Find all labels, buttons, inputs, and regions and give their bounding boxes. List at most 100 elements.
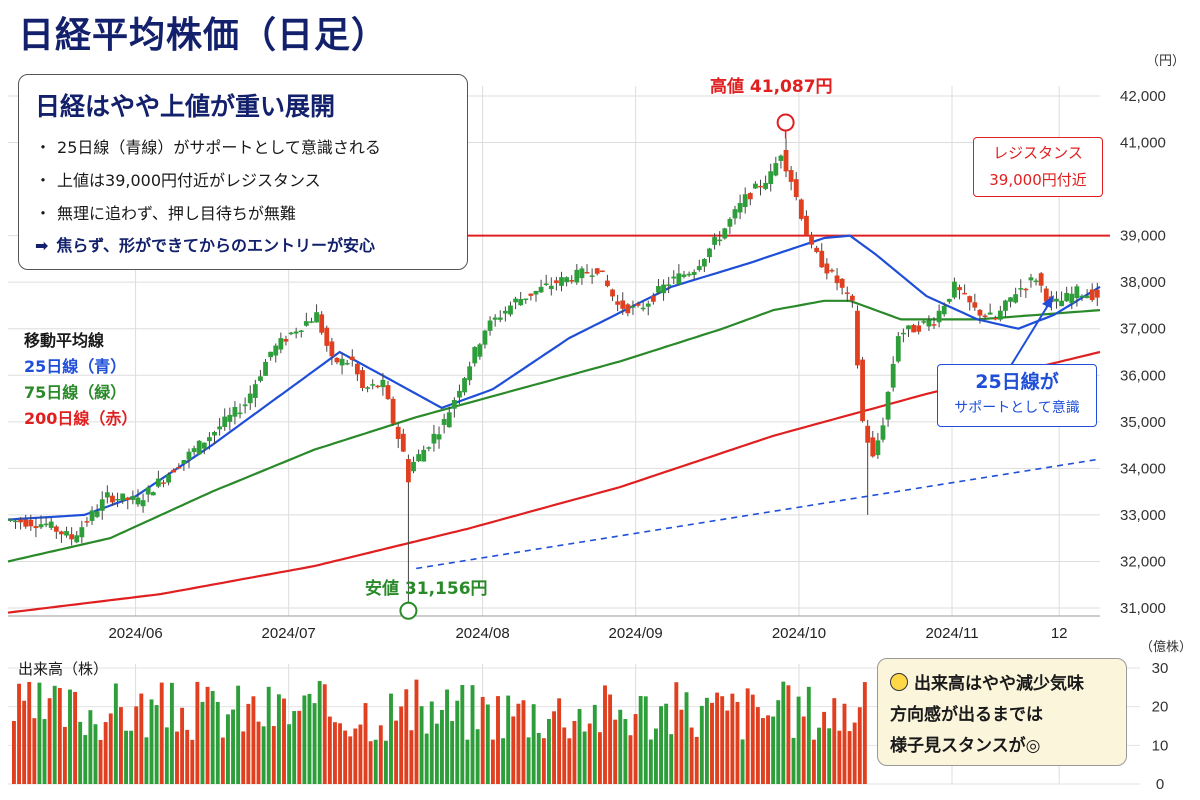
candle-up — [1028, 277, 1034, 281]
volume-bar-down — [333, 722, 337, 784]
candle-up — [201, 442, 207, 449]
candle-up — [885, 391, 891, 420]
volume-bar-up — [149, 699, 154, 784]
volume-bar-up — [592, 704, 597, 784]
volume-bar-down — [297, 710, 302, 784]
volume-bar-down — [338, 723, 342, 784]
candle-down — [1094, 289, 1100, 298]
candle-down — [819, 250, 825, 268]
volume-bar-down — [47, 698, 52, 784]
candle-up — [416, 454, 422, 462]
candle-up — [737, 203, 743, 213]
volume-bar-down — [139, 693, 144, 784]
x-tick-label: 2024/09 — [609, 625, 663, 642]
candle-up — [191, 448, 197, 452]
candle-up — [293, 331, 299, 334]
candle-down — [855, 310, 860, 366]
candle-up — [472, 347, 478, 364]
candle-up — [497, 317, 503, 320]
volume-bar-up — [501, 738, 506, 784]
volume-bar-up — [42, 719, 47, 784]
volume-bar-up — [445, 689, 449, 784]
volume-bar-down — [587, 723, 592, 784]
volume-bar-up — [577, 709, 582, 784]
candle-up — [732, 209, 738, 219]
candle-up — [742, 194, 748, 208]
x-tick-label: 2024/06 — [108, 625, 162, 642]
volume-bar-down — [628, 735, 633, 784]
volume-bar-down — [745, 688, 750, 784]
volume-bar-up — [373, 739, 378, 784]
volume-bar-down — [567, 738, 572, 784]
candle-up — [645, 303, 651, 307]
candle-down — [747, 193, 753, 200]
candle-up — [457, 390, 462, 398]
candle-up — [666, 284, 672, 287]
ma-legend-200: 200日線（赤） — [24, 409, 138, 428]
candle-down — [788, 170, 794, 182]
candle-up — [564, 277, 570, 283]
candle-up — [1013, 294, 1019, 303]
x-tick-label: 2024/10 — [772, 625, 826, 642]
candle-up — [717, 239, 723, 242]
candle-up — [365, 387, 370, 389]
candle-up — [895, 336, 901, 362]
candle-up — [1033, 280, 1039, 283]
volume-tick-label: 30 — [1152, 660, 1169, 677]
volume-bar-down — [12, 720, 16, 784]
volume-bar-down — [241, 731, 246, 784]
candle-down — [635, 303, 641, 306]
candle-down — [1043, 288, 1049, 302]
candle-down — [53, 526, 59, 532]
candle-up — [1084, 295, 1090, 299]
candle-down — [860, 359, 865, 422]
volume-bar-up — [226, 714, 230, 784]
volume-bar-up — [450, 721, 455, 784]
y-tick-label: 32,000 — [1120, 553, 1166, 570]
candle-down — [620, 300, 626, 309]
volume-bar-down — [399, 706, 404, 784]
volume-bar-down — [613, 719, 618, 784]
candle-down — [758, 185, 763, 188]
volume-bar-up — [266, 686, 271, 784]
candle-up — [952, 281, 957, 298]
candle-up — [1003, 300, 1008, 311]
volume-bar-down — [108, 713, 113, 784]
candle-up — [140, 500, 146, 507]
y-tick-label: 31,000 — [1120, 600, 1166, 617]
candle-down — [324, 327, 330, 346]
volume-bar-down — [343, 730, 348, 784]
volume-bar-up — [302, 695, 307, 784]
candle-up — [579, 268, 585, 279]
candle-up — [921, 321, 927, 323]
volume-bar-down — [119, 707, 123, 784]
volume-unit-label: （億株） — [1140, 640, 1193, 655]
candle-up — [671, 276, 677, 279]
candle-down — [809, 235, 814, 245]
page-title: 日経平均株価（日足） — [18, 15, 389, 56]
y-tick-label: 41,000 — [1120, 135, 1166, 152]
volume-bar-down — [608, 694, 613, 784]
high-marker — [776, 113, 795, 132]
candle-up — [309, 321, 314, 323]
candle-up — [513, 298, 518, 303]
low-label: 安値 31,156円 — [365, 579, 488, 599]
candle-down — [18, 519, 24, 523]
candle-down — [931, 324, 937, 326]
ma200-line — [7, 350, 1101, 614]
volume-bar-down — [394, 720, 399, 784]
candle-up — [487, 320, 493, 331]
candle-down — [390, 398, 396, 424]
candle-up — [753, 183, 758, 189]
summary-bullet: ・ 25日線（青線）がサポートとして意識される — [35, 138, 381, 157]
price-unit-label: （円） — [1146, 54, 1186, 69]
volume-bar-down — [62, 726, 67, 784]
volume-bar-up — [470, 685, 475, 784]
candle-up — [467, 366, 473, 381]
volume-bar-down — [847, 731, 852, 784]
y-tick-label: 34,000 — [1120, 460, 1166, 477]
candle-down — [844, 292, 850, 294]
resistance-callout: レジスタンス 39,000円付近 — [973, 137, 1103, 197]
volume-bar-up — [154, 705, 159, 784]
